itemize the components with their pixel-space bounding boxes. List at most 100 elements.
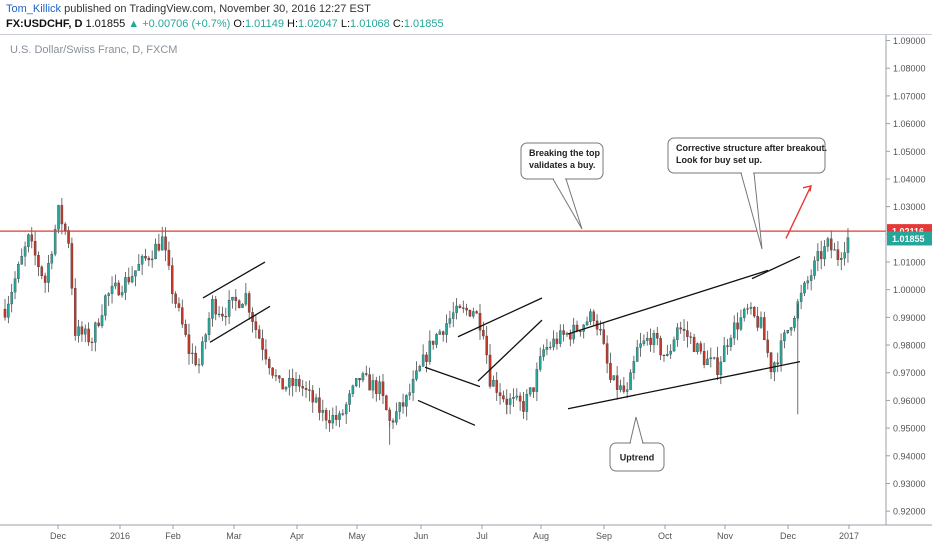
candle-body [401, 402, 405, 407]
candle-body [692, 336, 696, 352]
candle-body [743, 309, 746, 318]
time-axis: Dec 2016 Feb Mar Apr May Jun Jul Aug Sep Oct Nov Dec… [0, 524, 932, 541]
candle-body [542, 349, 545, 357]
candle-body [234, 296, 238, 301]
price-axis: 1.09000 1.08000 1.07000 1.06000 1.05000 1.040… [885, 35, 932, 525]
candle-body [625, 389, 629, 392]
author-link[interactable]: Tom_Killick [6, 3, 62, 15]
candle-body [552, 338, 555, 348]
candle-body [171, 265, 174, 295]
candle-body [23, 246, 27, 257]
last-price-tag [887, 231, 932, 246]
candle-body [465, 307, 468, 311]
candle-body [254, 321, 258, 330]
candle-body [331, 415, 335, 424]
candle-body [826, 238, 830, 247]
y-tick-label: 0.93000 [893, 479, 926, 489]
candle-body [184, 324, 187, 335]
candle-body [783, 332, 786, 341]
candle-body [575, 324, 579, 332]
candle-body [682, 328, 686, 331]
candle-body [90, 341, 94, 343]
y-tick-label: 1.05000 [893, 147, 926, 157]
candle-body [485, 335, 488, 356]
candle-body [157, 243, 161, 251]
candle-body [569, 333, 572, 340]
candle-body [20, 256, 23, 265]
x-tick-label: Oct [658, 531, 673, 541]
y-tick-label: 0.94000 [893, 451, 926, 461]
candle-body [37, 255, 40, 268]
candle-body [271, 367, 274, 376]
candle-body [204, 334, 207, 342]
candle-body [726, 345, 729, 347]
candle-body [816, 251, 820, 261]
candle-body [535, 369, 539, 392]
candle-body [679, 327, 682, 330]
candle-body [589, 311, 592, 322]
candle-body [672, 339, 676, 352]
candle-body [311, 390, 314, 403]
candle-body [696, 343, 699, 352]
y-tick-label: 0.96000 [893, 396, 926, 406]
candle-body [147, 258, 151, 261]
candle-body [207, 318, 211, 336]
candle-body [525, 394, 529, 412]
candle-body [231, 296, 234, 301]
candle-body [411, 378, 415, 393]
trend-line [417, 399, 476, 426]
annotation-callout: Breaking the top validates a buy. [520, 142, 604, 230]
publish-info: Tom_Killick published on TradingView.com… [6, 3, 371, 15]
candle-body [298, 379, 301, 387]
target-arrow-icon [785, 185, 812, 239]
candle-body [160, 236, 164, 251]
candle-body [759, 317, 763, 328]
candle-body [646, 337, 649, 341]
high-value: 1.02047 [298, 18, 338, 30]
x-tick-label: Dec [50, 531, 67, 541]
candle-body [33, 240, 37, 256]
candle-body [739, 317, 743, 330]
last-price: 1.01855 [85, 18, 126, 30]
candle-body [495, 380, 498, 393]
x-tick-label: Aug [533, 531, 549, 541]
candle-body [117, 282, 120, 296]
candle-body [201, 341, 204, 365]
y-tick-label: 1.03000 [893, 202, 926, 212]
candle-body [592, 311, 595, 322]
candle-body [137, 264, 141, 271]
trend-line [567, 269, 769, 335]
candle-body [629, 372, 632, 390]
symbol-label: FX:USDCHF, D [6, 18, 83, 30]
candle-body [451, 312, 455, 319]
candle-body [164, 236, 167, 251]
candle-body [746, 308, 749, 310]
candle-body [63, 223, 67, 231]
candle-body [348, 393, 351, 405]
candle-body [154, 243, 157, 260]
candle-body [749, 307, 753, 309]
candle-body [288, 378, 291, 388]
chart-header: Tom_Killick published on TradingView.com… [0, 0, 932, 35]
candle-body [264, 349, 268, 360]
candle-body [472, 311, 475, 317]
candle-body [441, 331, 445, 335]
candle-body [766, 339, 769, 353]
candle-body [475, 311, 478, 314]
candles [3, 198, 850, 445]
candle-body [104, 295, 107, 316]
candle-body [612, 375, 616, 380]
candle-body [635, 347, 639, 362]
candle-body [615, 375, 619, 390]
candle-body [706, 358, 709, 366]
candle-body [395, 411, 398, 423]
candle-body [57, 205, 60, 230]
candle-body [97, 322, 100, 326]
candle-body [144, 256, 147, 259]
candle-body [241, 303, 244, 308]
candle-body [354, 378, 358, 387]
candle-body [462, 307, 465, 309]
candle-body [211, 299, 214, 319]
x-tick-label: 2017 [839, 531, 859, 541]
